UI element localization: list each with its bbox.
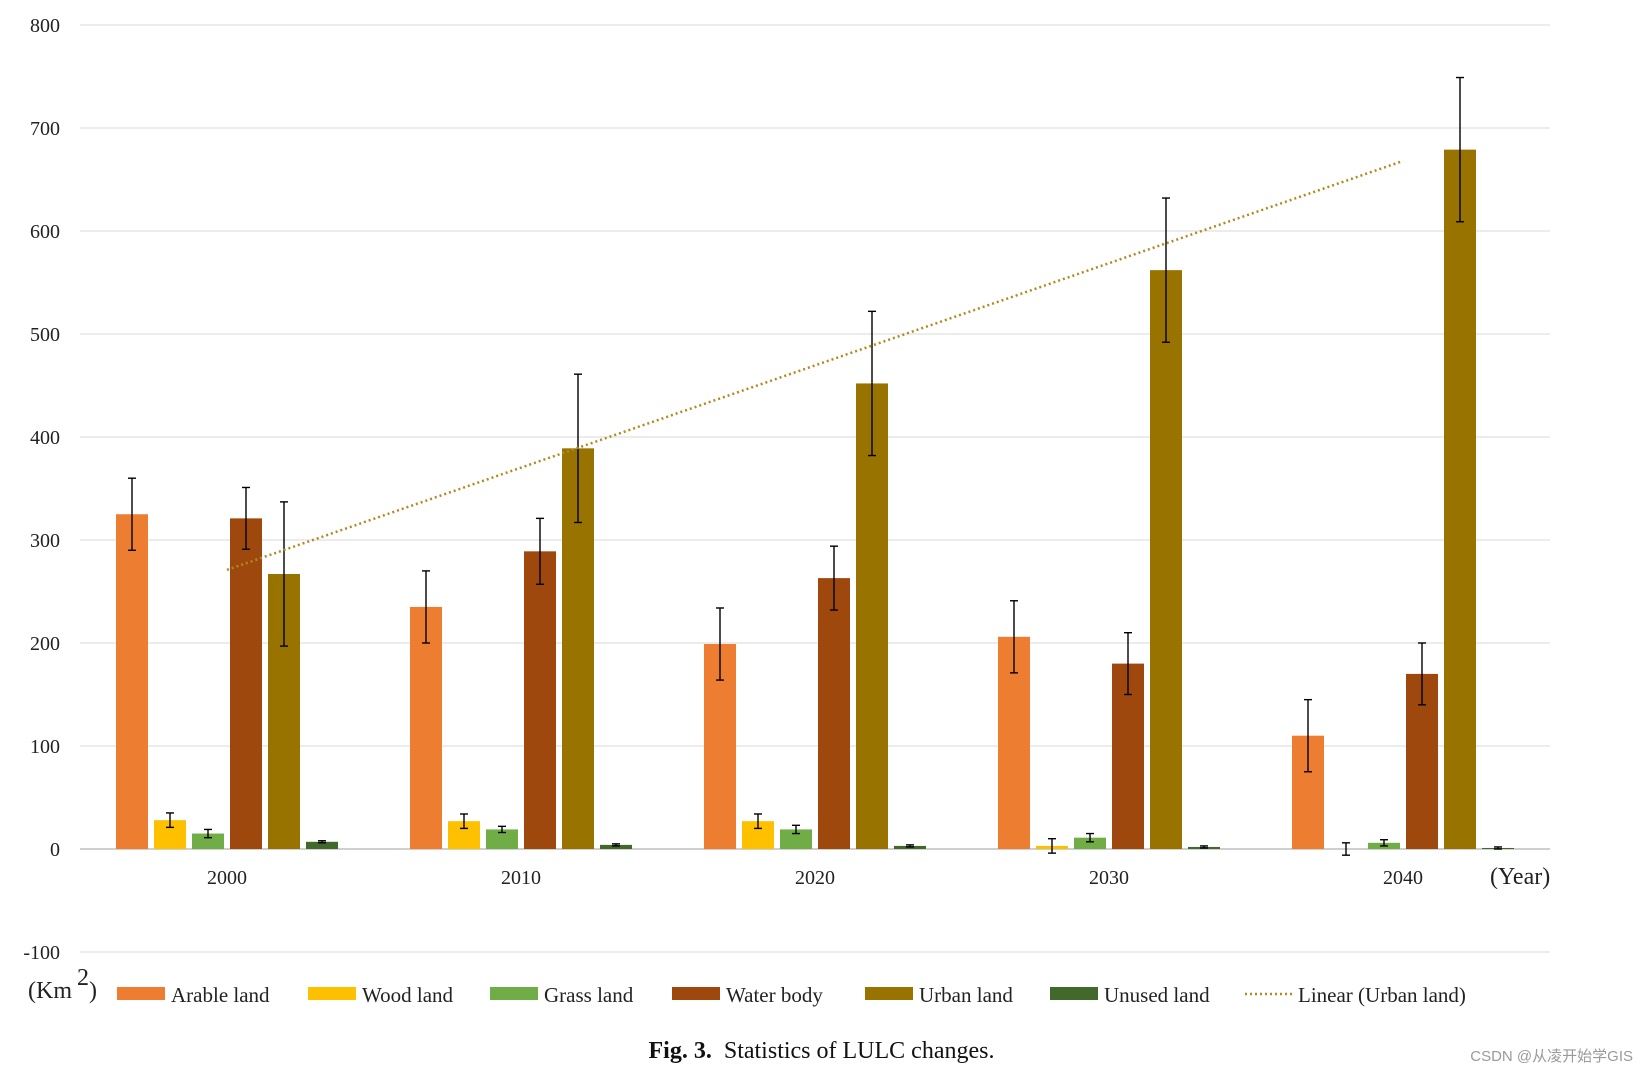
legend-label: Linear (Urban land)	[1298, 983, 1466, 1007]
legend-swatch-unused-land	[1050, 987, 1098, 1000]
legend-label: Urban land	[919, 983, 1013, 1007]
legend-swatch-arable-land	[117, 987, 165, 1000]
bar-water-body-2010	[524, 551, 556, 849]
y-tick-label: 0	[50, 839, 60, 861]
bar-arable-land-2010	[410, 606, 442, 849]
y-tick-label: 100	[30, 736, 60, 758]
y-tick-label: 600	[30, 221, 60, 243]
y-unit-label: (Km	[28, 978, 72, 1004]
x-tick-label: 2020	[795, 867, 835, 889]
legend-swatch-urban-land	[865, 987, 913, 1000]
legend-label: Grass land	[544, 983, 634, 1007]
x-unit-label: (Year)	[1490, 864, 1550, 890]
y-tick-label: 300	[30, 530, 60, 552]
y-tick-label: 800	[30, 15, 60, 37]
trendline-urban-land	[226, 159, 1404, 572]
x-tick-label: 2030	[1089, 867, 1129, 889]
figure-caption-label: Fig. 3.	[648, 1038, 712, 1064]
legend-label: Arable land	[171, 983, 270, 1007]
y-tick-label: 700	[30, 118, 60, 140]
legend-swatch-grass-land	[490, 987, 538, 1000]
bar-grass-land-2010	[486, 829, 518, 849]
y-tick-label: 500	[30, 324, 60, 346]
x-tick-label: 2010	[501, 867, 541, 889]
bar-water-body-2000	[230, 518, 262, 849]
lulc-bar-chart: -100 0 100 200 300 400 500 600 700 800 2000 2010 202…	[23, 15, 1550, 1007]
legend-swatch-water-body	[672, 987, 720, 1000]
y-tick-label: -100	[23, 942, 60, 964]
legend-label: Wood land	[362, 983, 454, 1007]
bar-arable-land-2000	[116, 514, 148, 849]
figure-caption-text: Statistics of LULC changes.	[723, 1038, 995, 1064]
figure-caption: Fig. 3. Statistics of LULC changes.	[0, 1038, 1643, 1065]
x-tick-label: 2040	[1383, 867, 1423, 889]
bar-unused-land-2010	[600, 844, 632, 849]
bar-water-body-2020	[818, 578, 850, 849]
bar-grass-land-2020	[780, 829, 812, 849]
watermark: CSDN @从凌开始学GIS	[1470, 1048, 1633, 1065]
y-tick-label: 400	[30, 427, 60, 449]
legend-swatch-wood-land	[308, 987, 356, 1000]
y-tick-label: 200	[30, 633, 60, 655]
legend-label: Unused land	[1104, 983, 1210, 1007]
legend-label: Water body	[726, 983, 823, 1007]
bar-urban-land-2040	[1444, 149, 1476, 849]
bar-unused-land-2000	[306, 841, 338, 849]
bar-urban-land-2020	[856, 383, 888, 849]
bar-urban-land-2030	[1150, 270, 1182, 849]
x-tick-label: 2000	[207, 867, 247, 889]
bar-grass-land-2000	[192, 833, 224, 849]
bar-grass-land-2030	[1074, 837, 1106, 849]
y-unit-superscript: 2	[77, 965, 89, 991]
y-unit-close: )	[89, 978, 97, 1004]
